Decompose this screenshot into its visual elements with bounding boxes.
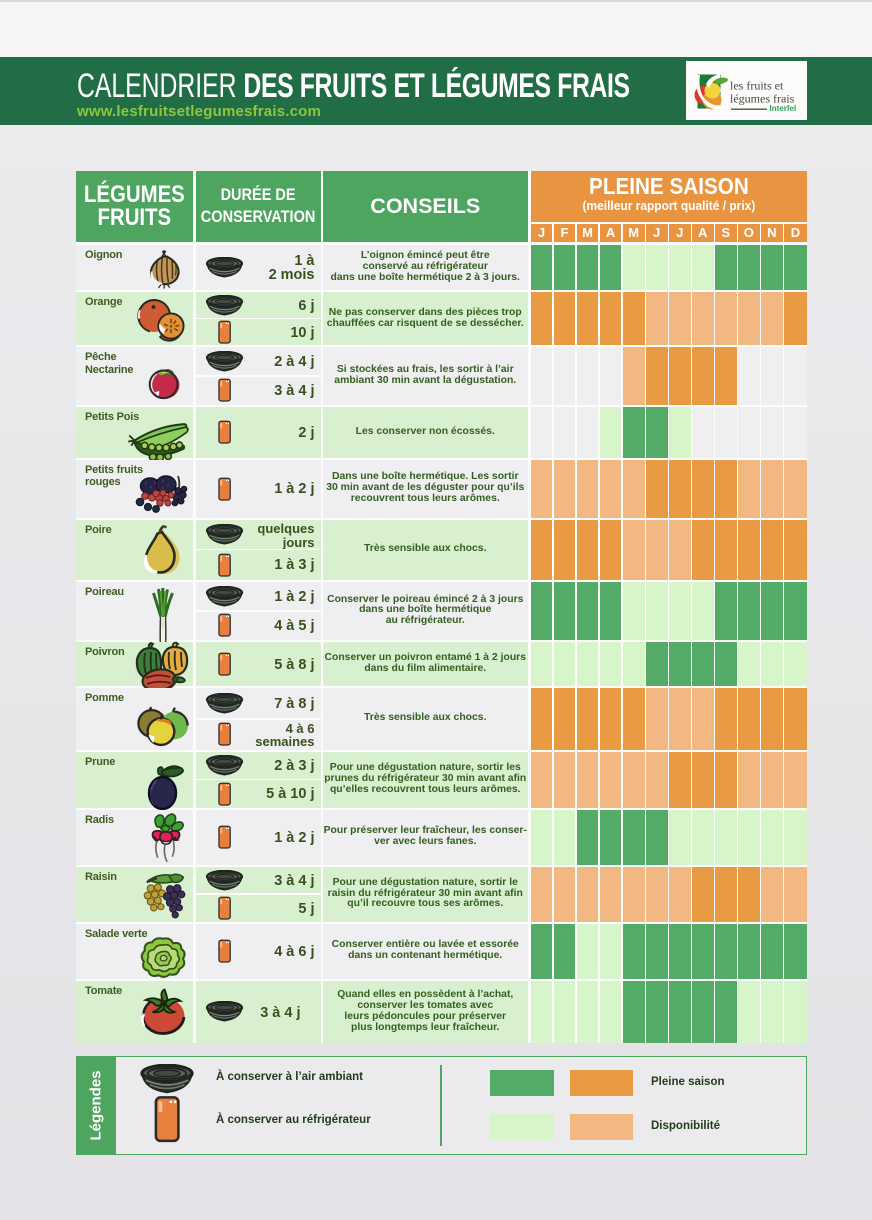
svg-text:légumes frais: légumes frais xyxy=(730,92,795,106)
svg-text:Interfel: Interfel xyxy=(769,104,796,113)
svg-text:les fruits et: les fruits et xyxy=(730,79,784,93)
